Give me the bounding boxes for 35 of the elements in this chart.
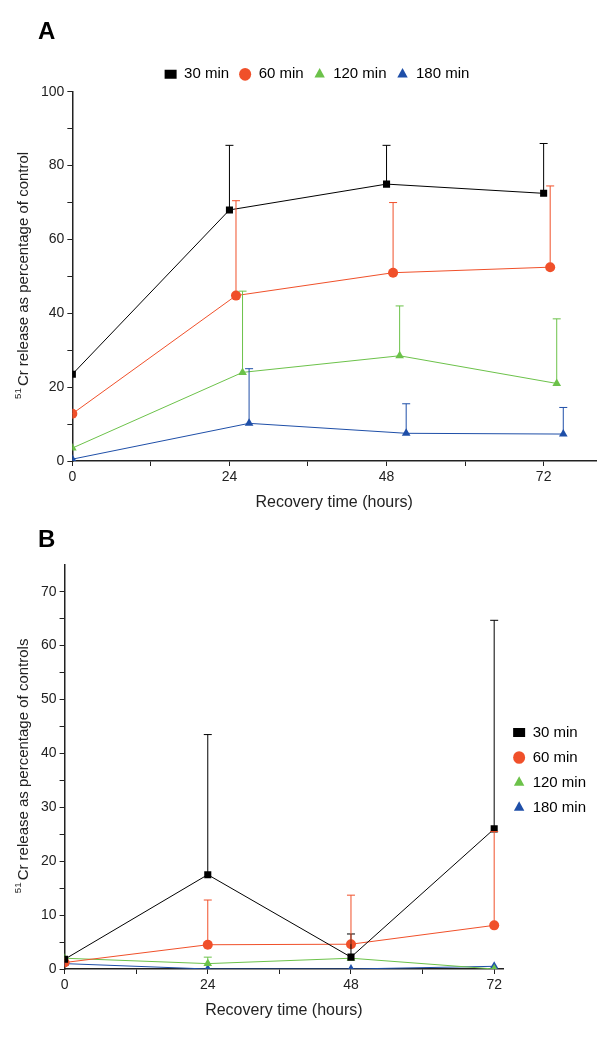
legend-label: 60 min [258, 64, 304, 82]
x-tick-label: 48 [343, 976, 359, 993]
y-tick-label: 40 [40, 744, 57, 761]
y-tick-label: 60 [40, 636, 57, 653]
legend-label: 180 min [532, 797, 587, 815]
y-tick-label: 40 [48, 304, 65, 321]
chart-title: B [38, 525, 56, 553]
y-tick-label: 80 [48, 156, 65, 173]
legend-label: 120 min [333, 64, 387, 82]
y-tick-label: 0 [48, 959, 57, 976]
legend-label: 30 min [184, 64, 230, 82]
y-tick-label: 100 [41, 82, 65, 99]
x-tick-label: 24 [221, 468, 238, 485]
y-tick-label: 10 [40, 905, 57, 922]
x-tick-label: 48 [378, 468, 395, 485]
y-tick-label: 70 [40, 582, 57, 599]
chart-title: A [38, 17, 56, 45]
x-tick-label: 72 [486, 976, 503, 993]
y-tick-label: 60 [48, 230, 65, 247]
y-tick-label: 30 [40, 798, 57, 815]
y-axis-title: 51Cr release as percentage of control [12, 151, 32, 399]
x-tick-label: 72 [535, 468, 552, 485]
y-tick-label: 0 [56, 451, 65, 468]
legend-label: 180 min [416, 64, 470, 82]
x-axis-title: Recovery time (hours) [255, 492, 413, 510]
legend-label: 60 min [532, 747, 578, 765]
x-tick-label: 24 [199, 976, 216, 993]
x-tick-label: 0 [68, 468, 77, 485]
y-axis-title: 51Cr release as percentage of controls [12, 638, 32, 894]
legend-label: 30 min [532, 722, 578, 740]
y-tick-label: 20 [40, 852, 57, 869]
y-tick-label: 50 [40, 690, 57, 707]
y-tick-label: 20 [48, 378, 65, 395]
legend-label: 120 min [532, 772, 587, 790]
x-axis-title: Recovery time (hours) [205, 1000, 363, 1018]
